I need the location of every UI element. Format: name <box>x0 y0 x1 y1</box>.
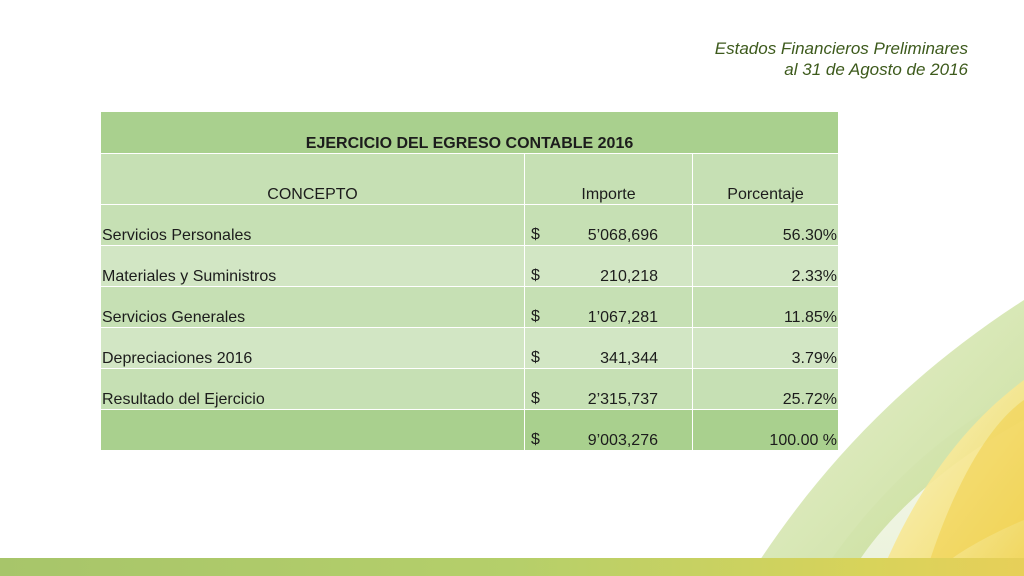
table-row: Materiales y Suministros $210,218 2.33% <box>100 245 840 287</box>
bottom-accent-bar <box>0 558 1024 576</box>
header-title: Estados Financieros Preliminares <box>714 39 968 58</box>
cell-concepto: Materiales y Suministros <box>100 245 525 287</box>
financial-table: EJERCICIO DEL EGRESO CONTABLE 2016 CONCE… <box>99 111 840 451</box>
cell-importe: $341,344 <box>524 327 693 369</box>
currency-symbol: $ <box>531 349 540 366</box>
header-date: al 31 de Agosto de 2016 <box>784 60 968 79</box>
column-header-concepto: CONCEPTO <box>100 153 525 205</box>
cell-concepto: Resultado del Ejercicio <box>100 368 525 410</box>
cell-porcentaje: 11.85% <box>691 286 840 328</box>
cell-porcentaje: 3.79% <box>691 327 840 369</box>
cell-concepto: Servicios Personales <box>100 204 525 246</box>
cell-concepto: Servicios Generales <box>100 286 525 328</box>
table-row: Servicios Generales $1’067,281 11.85% <box>100 286 840 328</box>
currency-symbol: $ <box>531 226 540 243</box>
currency-symbol: $ <box>531 308 540 325</box>
cell-importe: $5’068,696 <box>524 204 693 246</box>
total-porcentaje: 100.00 % <box>691 409 840 451</box>
table-row: Depreciaciones 2016 $341,344 3.79% <box>100 327 840 369</box>
column-header-importe: Importe <box>524 153 693 205</box>
page-header: Estados Financieros Preliminares al 31 d… <box>715 38 968 80</box>
cell-porcentaje: 2.33% <box>691 245 840 287</box>
total-amount-value: 9’003,276 <box>587 432 658 449</box>
cell-porcentaje: 25.72% <box>691 368 840 410</box>
currency-symbol: $ <box>531 431 540 448</box>
table-title-row: EJERCICIO DEL EGRESO CONTABLE 2016 <box>99 111 840 154</box>
cell-concepto: Depreciaciones 2016 <box>100 327 525 369</box>
cell-importe: $210,218 <box>524 245 693 287</box>
total-importe: $9’003,276 <box>524 409 693 451</box>
table-row: Servicios Personales $5’068,696 56.30% <box>100 204 840 246</box>
total-label <box>100 409 525 451</box>
table-title: EJERCICIO DEL EGRESO CONTABLE 2016 <box>99 111 840 154</box>
cell-importe: $1’067,281 <box>524 286 693 328</box>
currency-symbol: $ <box>531 390 540 407</box>
cell-porcentaje: 56.30% <box>691 204 840 246</box>
amount-value: 1’067,281 <box>587 309 658 326</box>
amount-value: 341,344 <box>600 350 658 367</box>
column-header-porcentaje: Porcentaje <box>691 153 840 205</box>
table-row: Resultado del Ejercicio $2’315,737 25.72… <box>100 368 840 410</box>
amount-value: 2’315,737 <box>587 391 658 408</box>
table-total-row: $9’003,276 100.00 % <box>100 409 840 451</box>
amount-value: 5’068,696 <box>587 227 658 244</box>
table-header-row: CONCEPTO Importe Porcentaje <box>100 153 840 205</box>
amount-value: 210,218 <box>600 268 658 285</box>
cell-importe: $2’315,737 <box>524 368 693 410</box>
currency-symbol: $ <box>531 267 540 284</box>
